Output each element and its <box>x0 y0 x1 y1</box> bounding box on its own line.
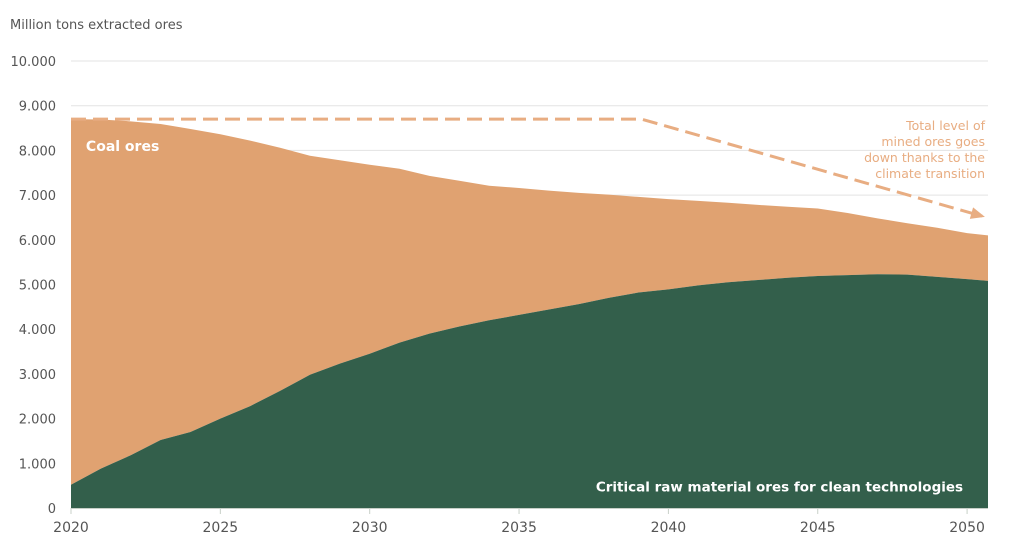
y-axis-title: Million tons extracted ores <box>10 18 183 33</box>
x-tick-label: 2035 <box>501 520 537 536</box>
y-tick-label: 1.000 <box>19 457 56 472</box>
y-tick-label: 2.000 <box>19 413 56 428</box>
annotations: Coal ores Critical raw material ores for … <box>86 118 986 496</box>
annotation-trend-line: mined ores goes <box>881 134 985 149</box>
x-tick-label: 2030 <box>352 520 388 536</box>
label-critical-raw-material-ores: Critical raw material ores for clean tec… <box>596 480 963 496</box>
trend-arrowhead <box>969 207 985 219</box>
label-coal-ores: Coal ores <box>86 139 159 155</box>
y-tick-label: 0 <box>48 502 56 517</box>
y-tick-label: 10.000 <box>11 55 57 70</box>
x-tick-label: 2045 <box>800 520 836 536</box>
x-tick-label: 2040 <box>651 520 687 536</box>
annotation-trend-line: down thanks to the <box>864 150 985 165</box>
y-tick-label: 9.000 <box>19 100 56 115</box>
x-tick-label: 2020 <box>53 520 89 536</box>
trend-line <box>71 117 985 219</box>
area-coal-ores <box>71 119 988 485</box>
axes: 0 1.000 2.000 3.000 4.000 5.000 6.000 7.000 8.00… <box>11 55 988 536</box>
areas <box>71 119 988 508</box>
x-tick-label: 2025 <box>203 520 239 536</box>
y-tick-label: 6.000 <box>19 234 56 249</box>
annotation-trend-line: Total level of <box>905 118 986 133</box>
y-tick-label: 7.000 <box>19 189 56 204</box>
annotation-trend-line: climate transition <box>875 166 985 181</box>
x-tick-label: 2050 <box>949 520 985 536</box>
y-tick-label: 3.000 <box>19 368 56 383</box>
trend-dashed-line <box>71 117 983 218</box>
y-tick-label: 8.000 <box>19 144 56 159</box>
y-tick-label: 4.000 <box>19 323 56 338</box>
area-critical-raw-material-ores <box>71 274 988 508</box>
y-tick-label: 5.000 <box>19 279 56 294</box>
